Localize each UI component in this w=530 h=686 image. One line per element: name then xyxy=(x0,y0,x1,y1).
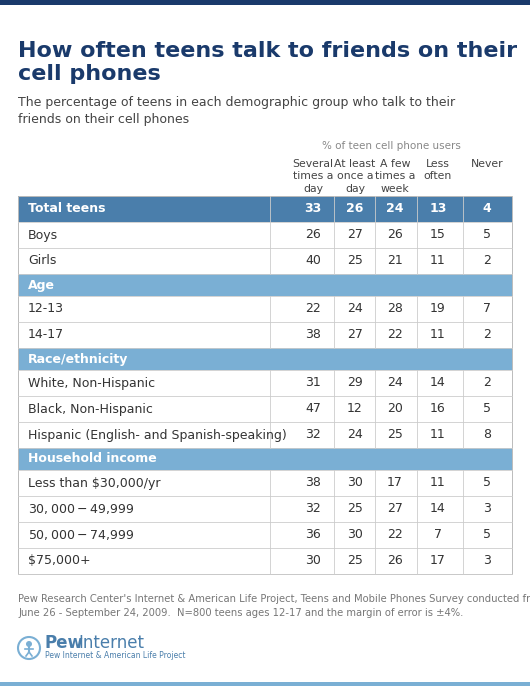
Bar xyxy=(18,348,512,370)
Text: 32: 32 xyxy=(305,503,321,515)
Text: 24: 24 xyxy=(347,429,363,442)
Text: $30,000-$49,999: $30,000-$49,999 xyxy=(28,502,134,516)
Text: White, Non-Hispanic: White, Non-Hispanic xyxy=(28,377,155,390)
Text: 5: 5 xyxy=(483,528,491,541)
Bar xyxy=(0,682,530,686)
Text: 7: 7 xyxy=(434,528,442,541)
Text: % of teen cell phone users: % of teen cell phone users xyxy=(322,141,461,151)
Text: 7: 7 xyxy=(483,303,491,316)
Text: 14: 14 xyxy=(430,377,446,390)
Text: How often teens talk to friends on their
cell phones: How often teens talk to friends on their… xyxy=(18,41,517,84)
Text: $50,000-$74,999: $50,000-$74,999 xyxy=(28,528,134,542)
Text: 12: 12 xyxy=(347,403,363,416)
Circle shape xyxy=(26,641,32,647)
Bar xyxy=(18,448,512,470)
Text: 24: 24 xyxy=(386,202,404,215)
Text: Pew: Pew xyxy=(45,634,84,652)
Text: 24: 24 xyxy=(347,303,363,316)
Text: Age: Age xyxy=(28,279,55,292)
Text: 32: 32 xyxy=(305,429,321,442)
Text: 5: 5 xyxy=(483,403,491,416)
Text: 36: 36 xyxy=(305,528,321,541)
Text: 2: 2 xyxy=(483,377,491,390)
Text: 26: 26 xyxy=(387,228,403,241)
Text: Total teens: Total teens xyxy=(28,202,105,215)
Text: 22: 22 xyxy=(305,303,321,316)
Text: 3: 3 xyxy=(483,554,491,567)
Text: The percentage of teens in each demographic group who talk to their
friends on t: The percentage of teens in each demograp… xyxy=(18,96,455,126)
Text: 38: 38 xyxy=(305,329,321,342)
Text: 29: 29 xyxy=(347,377,363,390)
Text: 12-13: 12-13 xyxy=(28,303,64,316)
Text: 47: 47 xyxy=(305,403,321,416)
Text: 38: 38 xyxy=(305,477,321,490)
Text: Less
often: Less often xyxy=(424,159,452,181)
Text: 11: 11 xyxy=(430,477,446,490)
Text: Pew Research Center's Internet & American Life Project, Teens and Mobile Phones : Pew Research Center's Internet & America… xyxy=(18,594,530,618)
Text: 14-17: 14-17 xyxy=(28,329,64,342)
Text: Internet: Internet xyxy=(78,634,144,652)
Text: 20: 20 xyxy=(387,403,403,416)
Text: 19: 19 xyxy=(430,303,446,316)
Text: 27: 27 xyxy=(347,228,363,241)
Text: 27: 27 xyxy=(347,329,363,342)
Text: 25: 25 xyxy=(347,554,363,567)
Text: 11: 11 xyxy=(430,329,446,342)
Text: 2: 2 xyxy=(483,329,491,342)
Bar xyxy=(0,0,530,5)
Text: 27: 27 xyxy=(387,503,403,515)
Text: 16: 16 xyxy=(430,403,446,416)
Text: Girls: Girls xyxy=(28,255,56,268)
Text: 3: 3 xyxy=(483,503,491,515)
Text: 25: 25 xyxy=(347,255,363,268)
Text: Pew Internet & American Life Project: Pew Internet & American Life Project xyxy=(45,650,186,659)
Text: 22: 22 xyxy=(387,329,403,342)
Text: 4: 4 xyxy=(483,202,491,215)
Text: 15: 15 xyxy=(430,228,446,241)
Text: Hispanic (English- and Spanish-speaking): Hispanic (English- and Spanish-speaking) xyxy=(28,429,287,442)
Text: 30: 30 xyxy=(305,554,321,567)
Text: Several
times a
day: Several times a day xyxy=(293,159,333,194)
Text: 17: 17 xyxy=(387,477,403,490)
Text: 33: 33 xyxy=(304,202,322,215)
Text: At least
once a
day: At least once a day xyxy=(334,159,376,194)
Text: Race/ethnicity: Race/ethnicity xyxy=(28,353,128,366)
Bar xyxy=(18,274,512,296)
Text: Black, Non-Hispanic: Black, Non-Hispanic xyxy=(28,403,153,416)
Text: Never: Never xyxy=(471,159,503,169)
Text: 13: 13 xyxy=(429,202,447,215)
Text: 30: 30 xyxy=(347,477,363,490)
Text: 31: 31 xyxy=(305,377,321,390)
Text: 30: 30 xyxy=(347,528,363,541)
Text: 5: 5 xyxy=(483,477,491,490)
Bar xyxy=(18,196,512,574)
Text: Boys: Boys xyxy=(28,228,58,241)
Bar xyxy=(18,196,512,222)
Text: 26: 26 xyxy=(346,202,364,215)
Text: 28: 28 xyxy=(387,303,403,316)
Text: 17: 17 xyxy=(430,554,446,567)
Text: 11: 11 xyxy=(430,429,446,442)
Text: 24: 24 xyxy=(387,377,403,390)
Text: 40: 40 xyxy=(305,255,321,268)
Text: 14: 14 xyxy=(430,503,446,515)
Text: Household income: Household income xyxy=(28,453,157,466)
Text: 25: 25 xyxy=(387,429,403,442)
Text: 8: 8 xyxy=(483,429,491,442)
Text: $75,000+: $75,000+ xyxy=(28,554,91,567)
Text: 22: 22 xyxy=(387,528,403,541)
Text: 21: 21 xyxy=(387,255,403,268)
Text: 26: 26 xyxy=(305,228,321,241)
Text: Less than $30,000/yr: Less than $30,000/yr xyxy=(28,477,161,490)
Text: 5: 5 xyxy=(483,228,491,241)
Text: 26: 26 xyxy=(387,554,403,567)
Text: 25: 25 xyxy=(347,503,363,515)
Text: A few
times a
week: A few times a week xyxy=(375,159,415,194)
Text: 2: 2 xyxy=(483,255,491,268)
Text: 11: 11 xyxy=(430,255,446,268)
